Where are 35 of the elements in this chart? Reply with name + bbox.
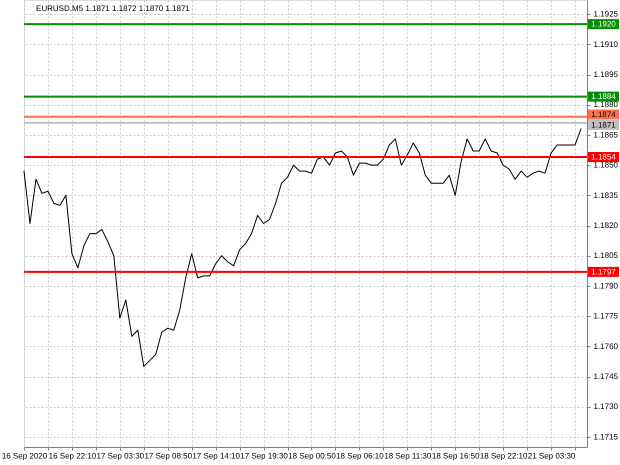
x-tick-label: 18 Sep 22:10 (480, 452, 528, 460)
ref-line-label: 1.1854 (591, 152, 616, 162)
x-tick-label: 18 Sep 00:50 (288, 452, 336, 460)
x-tick-label: 17 Sep 14:10 (192, 452, 241, 460)
y-tick-label: 1.1880 (594, 100, 619, 110)
y-tick-label: 1.1820 (594, 221, 619, 230)
ref-line-label: 1.1884 (591, 92, 616, 102)
x-tick-label: 21 Sep 03:30 (528, 452, 576, 460)
y-tick-label: 1.1910 (594, 40, 619, 49)
y-tick-label: 1.1805 (594, 251, 619, 260)
y-tick-label: 1.1730 (594, 402, 619, 412)
x-tick-label: 18 Sep 16:50 (432, 452, 480, 460)
y-tick-label: 1.1715 (594, 432, 619, 442)
y-tick-label: 1.1925 (594, 10, 619, 19)
x-tick-label: 16 Sep 2020 (2, 452, 48, 460)
x-tick-label: 16 Sep 22:10 (48, 452, 97, 460)
ref-line-label: 1.1797 (591, 267, 616, 276)
x-tick-label: 17 Sep 03:30 (96, 452, 145, 460)
y-tick-label: 1.1895 (594, 70, 619, 79)
x-tick-label: 17 Sep 08:50 (144, 452, 193, 460)
y-tick-label: 1.1850 (594, 160, 619, 170)
x-tick-label: 18 Sep 11:30 (384, 452, 432, 460)
y-tick-label: 1.1745 (594, 372, 619, 382)
y-tick-label: 1.1865 (594, 130, 619, 140)
x-tick-label: 18 Sep 06:10 (336, 452, 384, 460)
ref-line-label: 1.1920 (591, 20, 616, 29)
ref-line-label: 1.1874 (591, 110, 616, 120)
y-tick-label: 1.1760 (594, 342, 619, 351)
chart-title: EURUSD.M5 1.1871 1.1872 1.1870 1.1871 (36, 4, 190, 13)
y-tick-label: 1.1790 (594, 281, 619, 290)
ref-line-label: 1.1871 (591, 120, 616, 130)
y-tick-label: 1.1775 (594, 312, 619, 321)
x-tick-label: 17 Sep 19:30 (240, 452, 288, 460)
line-series (24, 128, 582, 367)
y-tick-label: 1.1835 (594, 190, 619, 200)
